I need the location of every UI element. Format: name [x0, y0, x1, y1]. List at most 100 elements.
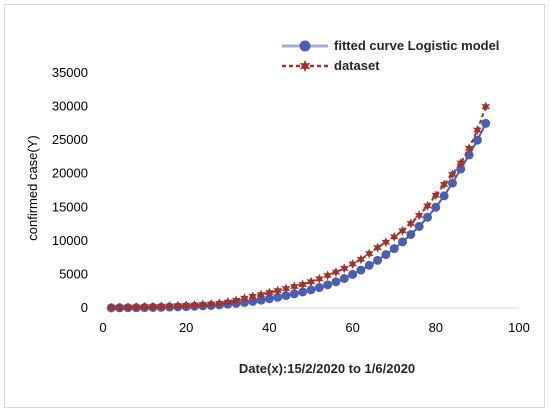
data-point	[256, 295, 266, 305]
data-point	[389, 231, 399, 242]
series-fitted-curve	[106, 118, 491, 313]
legend-marker	[299, 60, 311, 72]
data-point	[339, 263, 349, 274]
data-point	[414, 210, 424, 221]
y-tick-label: 20000	[52, 166, 88, 181]
data-point	[273, 285, 283, 296]
data-point	[314, 283, 324, 293]
data-point	[140, 301, 149, 312]
data-point	[447, 178, 457, 188]
data-point	[148, 301, 158, 312]
data-point	[198, 299, 208, 310]
data-point	[373, 242, 382, 253]
data-point	[281, 283, 291, 294]
data-point	[264, 294, 274, 304]
data-point	[373, 255, 383, 265]
data-point	[290, 281, 299, 292]
data-point	[364, 248, 374, 259]
data-point	[472, 135, 482, 145]
data-point	[323, 270, 332, 281]
data-point	[422, 212, 432, 222]
data-point	[248, 296, 258, 306]
data-point	[281, 291, 291, 301]
y-axis-label: confirmed case(Y)	[25, 135, 40, 240]
data-point	[107, 302, 116, 313]
x-tick-label: 0	[99, 320, 106, 335]
data-point	[215, 298, 224, 309]
x-tick-label: 20	[179, 320, 193, 335]
data-point	[131, 302, 141, 313]
data-point	[306, 276, 316, 287]
data-point	[348, 269, 358, 279]
y-tick-label: 15000	[52, 199, 88, 214]
x-tick-label: 80	[429, 320, 443, 335]
legend-marker	[299, 40, 311, 52]
y-tick-label: 5000	[59, 266, 88, 281]
data-point	[273, 292, 283, 302]
data-point	[223, 297, 233, 307]
x-tick-label: 40	[262, 320, 276, 335]
data-point	[331, 267, 341, 278]
legend: fitted curve Logistic model dataset	[282, 38, 499, 73]
data-point	[190, 300, 199, 310]
data-point	[256, 289, 266, 300]
x-tick-label: 60	[345, 320, 359, 335]
data-point	[115, 302, 124, 313]
data-point	[231, 295, 241, 306]
data-point	[423, 200, 432, 211]
data-point	[448, 169, 457, 180]
data-point	[156, 301, 166, 312]
data-point	[431, 202, 441, 212]
data-point	[481, 101, 491, 112]
data-point	[431, 190, 441, 201]
data-point	[439, 191, 449, 201]
data-point	[123, 302, 133, 313]
data-point	[323, 280, 333, 290]
data-point	[389, 244, 399, 254]
y-tick-label: 0	[81, 300, 88, 315]
data-point	[406, 229, 416, 239]
data-point	[406, 218, 416, 229]
data-point	[381, 237, 391, 248]
data-point	[339, 273, 349, 283]
data-point	[398, 225, 407, 236]
x-tick-label: 100	[508, 320, 530, 335]
data-point	[439, 179, 449, 190]
legend-item: fitted curve Logistic model	[282, 38, 499, 53]
data-point	[381, 250, 391, 260]
x-axis-label: Date(x):15/2/2020 to 1/6/2020	[239, 361, 415, 376]
legend-label: fitted curve Logistic model	[334, 38, 499, 53]
data-point	[315, 273, 324, 284]
data-point	[364, 260, 374, 270]
data-point	[298, 287, 308, 297]
legend-label: dataset	[334, 58, 380, 73]
legend-item: dataset	[282, 58, 380, 73]
data-point	[265, 287, 274, 298]
chart-frame	[4, 4, 545, 408]
series-layer	[106, 101, 491, 313]
data-point	[464, 143, 474, 154]
data-point	[306, 285, 316, 295]
y-tick-label: 30000	[52, 99, 88, 114]
data-point	[473, 125, 482, 136]
y-tick-label: 35000	[52, 65, 88, 80]
data-point	[240, 293, 249, 304]
data-point	[173, 300, 183, 311]
data-point	[414, 221, 424, 231]
data-point	[289, 289, 299, 299]
data-point	[298, 279, 307, 290]
axes: 0 5000 10000 15000 20000 25000 30000 35000 0 20 40…	[52, 65, 530, 335]
data-point	[206, 299, 216, 309]
data-point	[398, 237, 408, 247]
data-point	[248, 291, 258, 302]
y-tick-label: 10000	[52, 233, 88, 248]
data-point	[456, 158, 466, 168]
data-point	[165, 301, 174, 312]
data-point	[348, 259, 357, 269]
data-point	[356, 265, 366, 275]
series-line	[111, 106, 487, 309]
data-point	[181, 300, 191, 311]
data-point	[356, 254, 366, 265]
data-point	[481, 118, 491, 128]
